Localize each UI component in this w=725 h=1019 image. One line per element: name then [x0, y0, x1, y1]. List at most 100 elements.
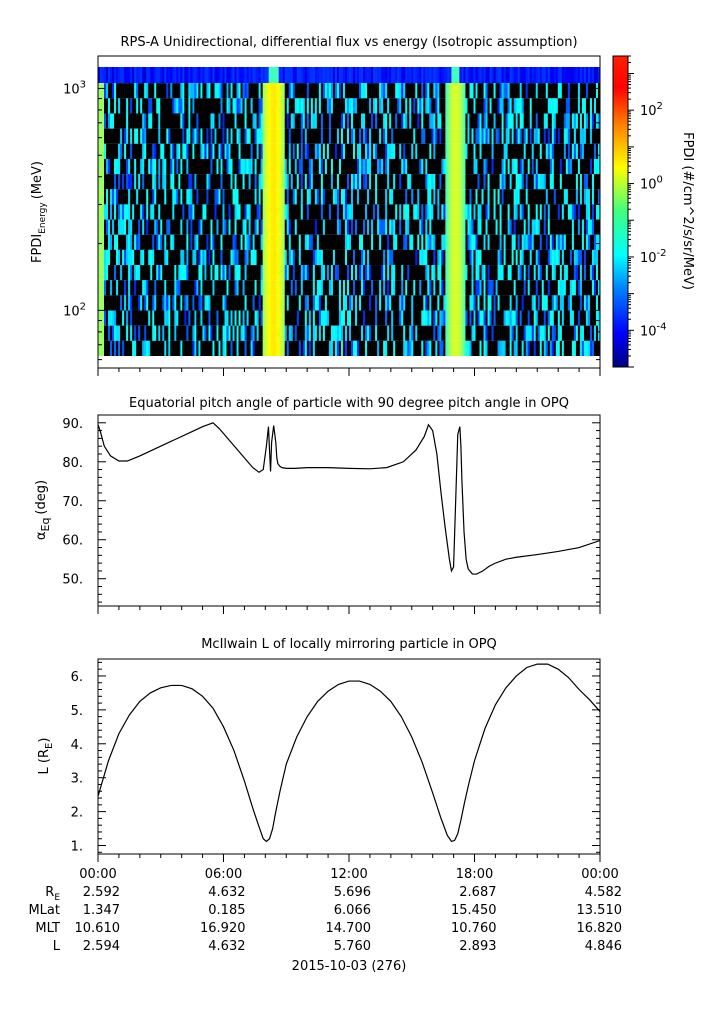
spectrogram-cell [397, 295, 400, 311]
spectrogram-cell [479, 143, 482, 159]
spectrogram-cell [549, 67, 553, 83]
spectrogram-cell [359, 325, 362, 341]
spectrogram-cell [583, 83, 587, 99]
spectrogram-cell [166, 174, 169, 190]
spectrogram-cell [589, 189, 593, 205]
spectrogram-cell [144, 174, 147, 190]
spectrogram-cell [194, 143, 197, 159]
spectrogram-cell [242, 174, 245, 190]
spectrogram-cell [375, 249, 378, 266]
spectrogram-cell [439, 219, 442, 235]
spectrogram-cell [393, 234, 396, 250]
spectrogram-cell [332, 219, 336, 235]
spectrogram-cell [98, 280, 101, 296]
spectrogram-cell [557, 310, 561, 326]
spectrogram-cell [485, 265, 488, 281]
spectrogram-cell [363, 98, 366, 114]
spectrogram-cell [379, 310, 382, 326]
spectrogram-cell [240, 265, 243, 281]
spectrogram-cell [405, 189, 408, 205]
spectrogram-cell [158, 83, 161, 99]
spectrogram-cell [417, 67, 420, 83]
spectrogram-cell [112, 340, 115, 356]
spectrogram-cell [495, 234, 498, 250]
spectrogram-cell [222, 158, 225, 175]
spectrogram-cell [212, 280, 215, 296]
spectrogram-cell [525, 143, 529, 159]
spectrogram-cell [318, 265, 322, 281]
spectrogram-cell [268, 128, 271, 144]
spectrogram-cell [176, 325, 179, 341]
spectrogram-cell [274, 249, 278, 266]
spectrogram-cell [435, 174, 438, 190]
spectrogram-cell [340, 67, 344, 83]
spectrogram-cell [126, 189, 129, 205]
spectrogram-cell [381, 98, 384, 114]
spectrogram-cell [322, 265, 326, 281]
spectrogram-cell [429, 67, 432, 83]
spectrogram-cell [447, 280, 450, 296]
spectrogram-cell [485, 280, 488, 296]
spectrogram-cell [491, 234, 494, 250]
spectrogram-cell [349, 158, 352, 175]
spectrogram-cell [202, 143, 205, 159]
spectrogram-cell [501, 295, 504, 311]
spectrogram-cell [292, 234, 296, 250]
spectrogram-cell [232, 113, 235, 129]
spectrogram-cell [533, 265, 537, 281]
spectrogram-cell [557, 219, 561, 235]
spectrogram-cell [379, 128, 382, 144]
spectrogram-cell [132, 295, 135, 311]
spectrogram-cell [459, 249, 462, 266]
spectrogram-cell [453, 234, 456, 250]
spectrogram-cell [387, 113, 390, 129]
spectrogram-cell [216, 280, 219, 296]
spectrogram-cell [186, 174, 189, 190]
spectrogram-cell [302, 280, 306, 296]
spectrogram-cell [455, 295, 458, 311]
spectrogram-cell [401, 325, 404, 341]
spectrogram-cell [541, 204, 545, 220]
spectrogram-cell [373, 310, 376, 326]
spectrogram-cell [555, 280, 559, 296]
spectrogram-cell [363, 280, 366, 296]
spectrogram-cell [310, 174, 314, 190]
spectrogram-cell [397, 174, 400, 190]
spectrogram-cell [302, 295, 306, 311]
spectrogram-cell [391, 249, 394, 266]
spectrogram-cell [395, 325, 398, 341]
spectrogram-cell [340, 189, 344, 205]
spectrogram-cell [415, 83, 418, 99]
spectrogram-cell [451, 280, 454, 296]
spectrogram-cell [244, 143, 247, 159]
spectrogram-cell [367, 67, 370, 83]
spectrogram-cell [381, 325, 384, 341]
spectrogram-cell [397, 325, 400, 341]
spectrogram-cell [206, 204, 209, 220]
spectrogram-cell [256, 310, 259, 326]
spectrogram-cell [545, 249, 549, 266]
spectrogram-cell [457, 158, 460, 175]
spectrogram-cell [577, 83, 581, 99]
spectrogram-cell [373, 98, 376, 114]
spectrogram-cell [176, 113, 179, 129]
spectrogram-cell [501, 234, 504, 250]
spectrogram-cell [539, 98, 543, 114]
spectrogram-cell [168, 265, 171, 281]
spectrogram-cell [443, 189, 446, 205]
spectrogram-cell [441, 310, 444, 326]
spectrogram-cell [300, 128, 304, 144]
spectrogram-cell [146, 249, 149, 266]
spectrogram-cell [593, 295, 597, 311]
spectrogram-cell [192, 295, 195, 311]
spectrogram-cell [196, 113, 199, 129]
spectrogram-cell [533, 280, 537, 296]
spectrogram-cell [515, 249, 518, 266]
spectrogram-cell [336, 158, 340, 175]
spectrogram-cell [252, 204, 255, 220]
spectrogram-cell [238, 234, 241, 250]
spectrogram-cell [461, 128, 464, 144]
spectrogram-cell [152, 113, 155, 129]
spectrogram-cell [355, 128, 358, 144]
spectrogram-cell [216, 113, 219, 129]
